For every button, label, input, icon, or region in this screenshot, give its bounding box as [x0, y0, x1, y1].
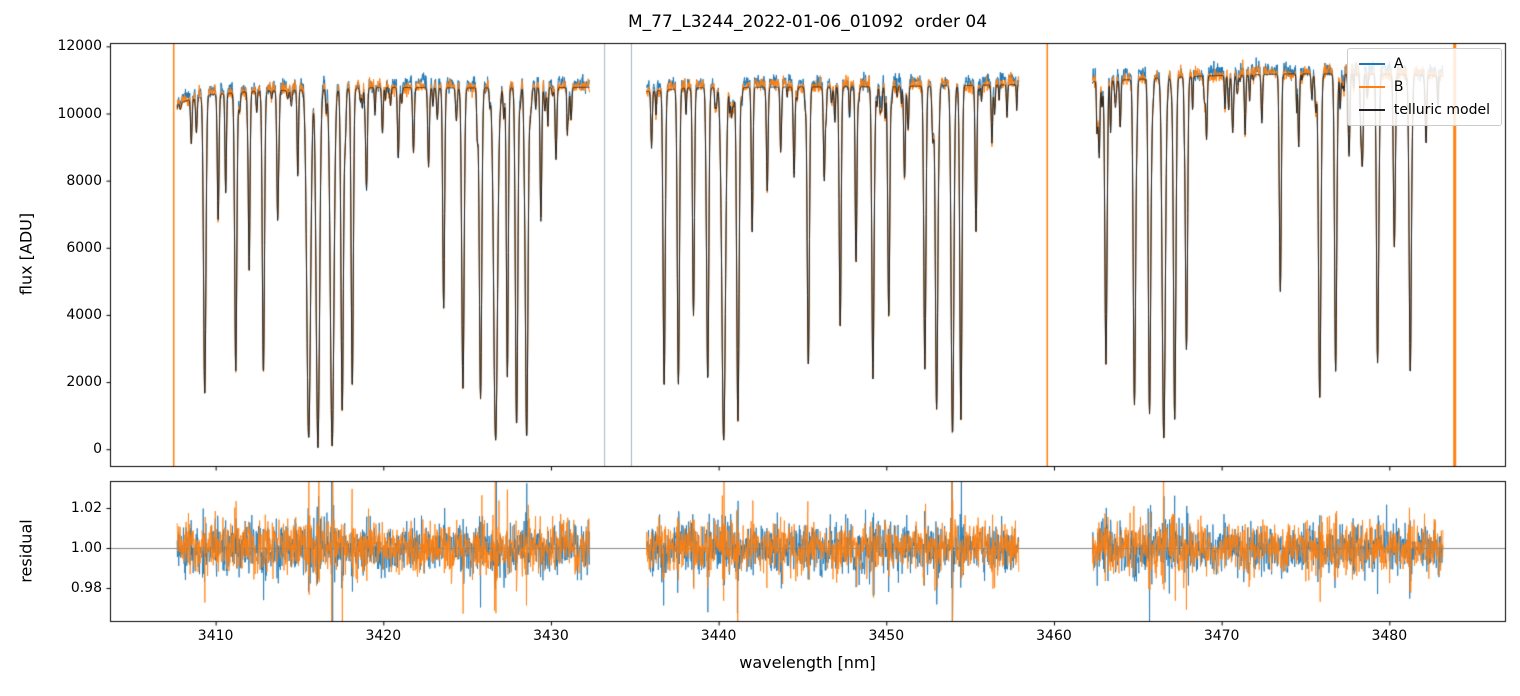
- flux-y-tick-label: 4000: [66, 306, 102, 323]
- legend-entry-b: B: [1358, 79, 1490, 95]
- legend-label-b: B: [1393, 79, 1404, 95]
- flux-y-tick-label: 8000: [66, 172, 102, 189]
- x-tick-label: 3470: [1203, 628, 1240, 644]
- legend-line-sample-telluric: [1358, 109, 1385, 111]
- x-tick-label: 3430: [533, 628, 569, 644]
- plot-title: M_77_L3244_2022-01-06_01092 order 04: [627, 12, 988, 32]
- legend-line-sample-a: [1358, 63, 1385, 65]
- residual-y-tick-label: 1.00: [70, 540, 102, 556]
- legend-label-telluric: telluric model: [1393, 102, 1490, 118]
- legend-label-a: A: [1393, 56, 1404, 72]
- x-tick-label: 3410: [197, 628, 234, 644]
- x-tick-label: 3420: [365, 628, 402, 644]
- legend-entry-a: A: [1358, 56, 1490, 72]
- x-tick-label: 3440: [700, 628, 737, 644]
- flux-y-tick-label: 12000: [57, 38, 102, 55]
- flux-y-tick-label: 6000: [66, 239, 102, 256]
- residual-y-tick-label: 1.02: [70, 500, 102, 516]
- flux-y-tick-label: 0: [93, 441, 102, 458]
- flux-y-tick-label: 10000: [57, 105, 102, 122]
- legend-line-sample-b: [1358, 86, 1385, 88]
- legend-box: A B telluric model: [1346, 48, 1502, 126]
- x-axis-label: wavelength [nm]: [739, 653, 876, 672]
- flux-y-tick-label: 2000: [66, 374, 102, 391]
- x-tick-label: 3450: [868, 628, 905, 644]
- x-tick-label: 3460: [1036, 628, 1072, 644]
- residual-y-tick-label: 0.98: [70, 580, 102, 596]
- x-tick-label: 3480: [1371, 628, 1408, 644]
- legend-entry-telluric: telluric model: [1358, 102, 1490, 118]
